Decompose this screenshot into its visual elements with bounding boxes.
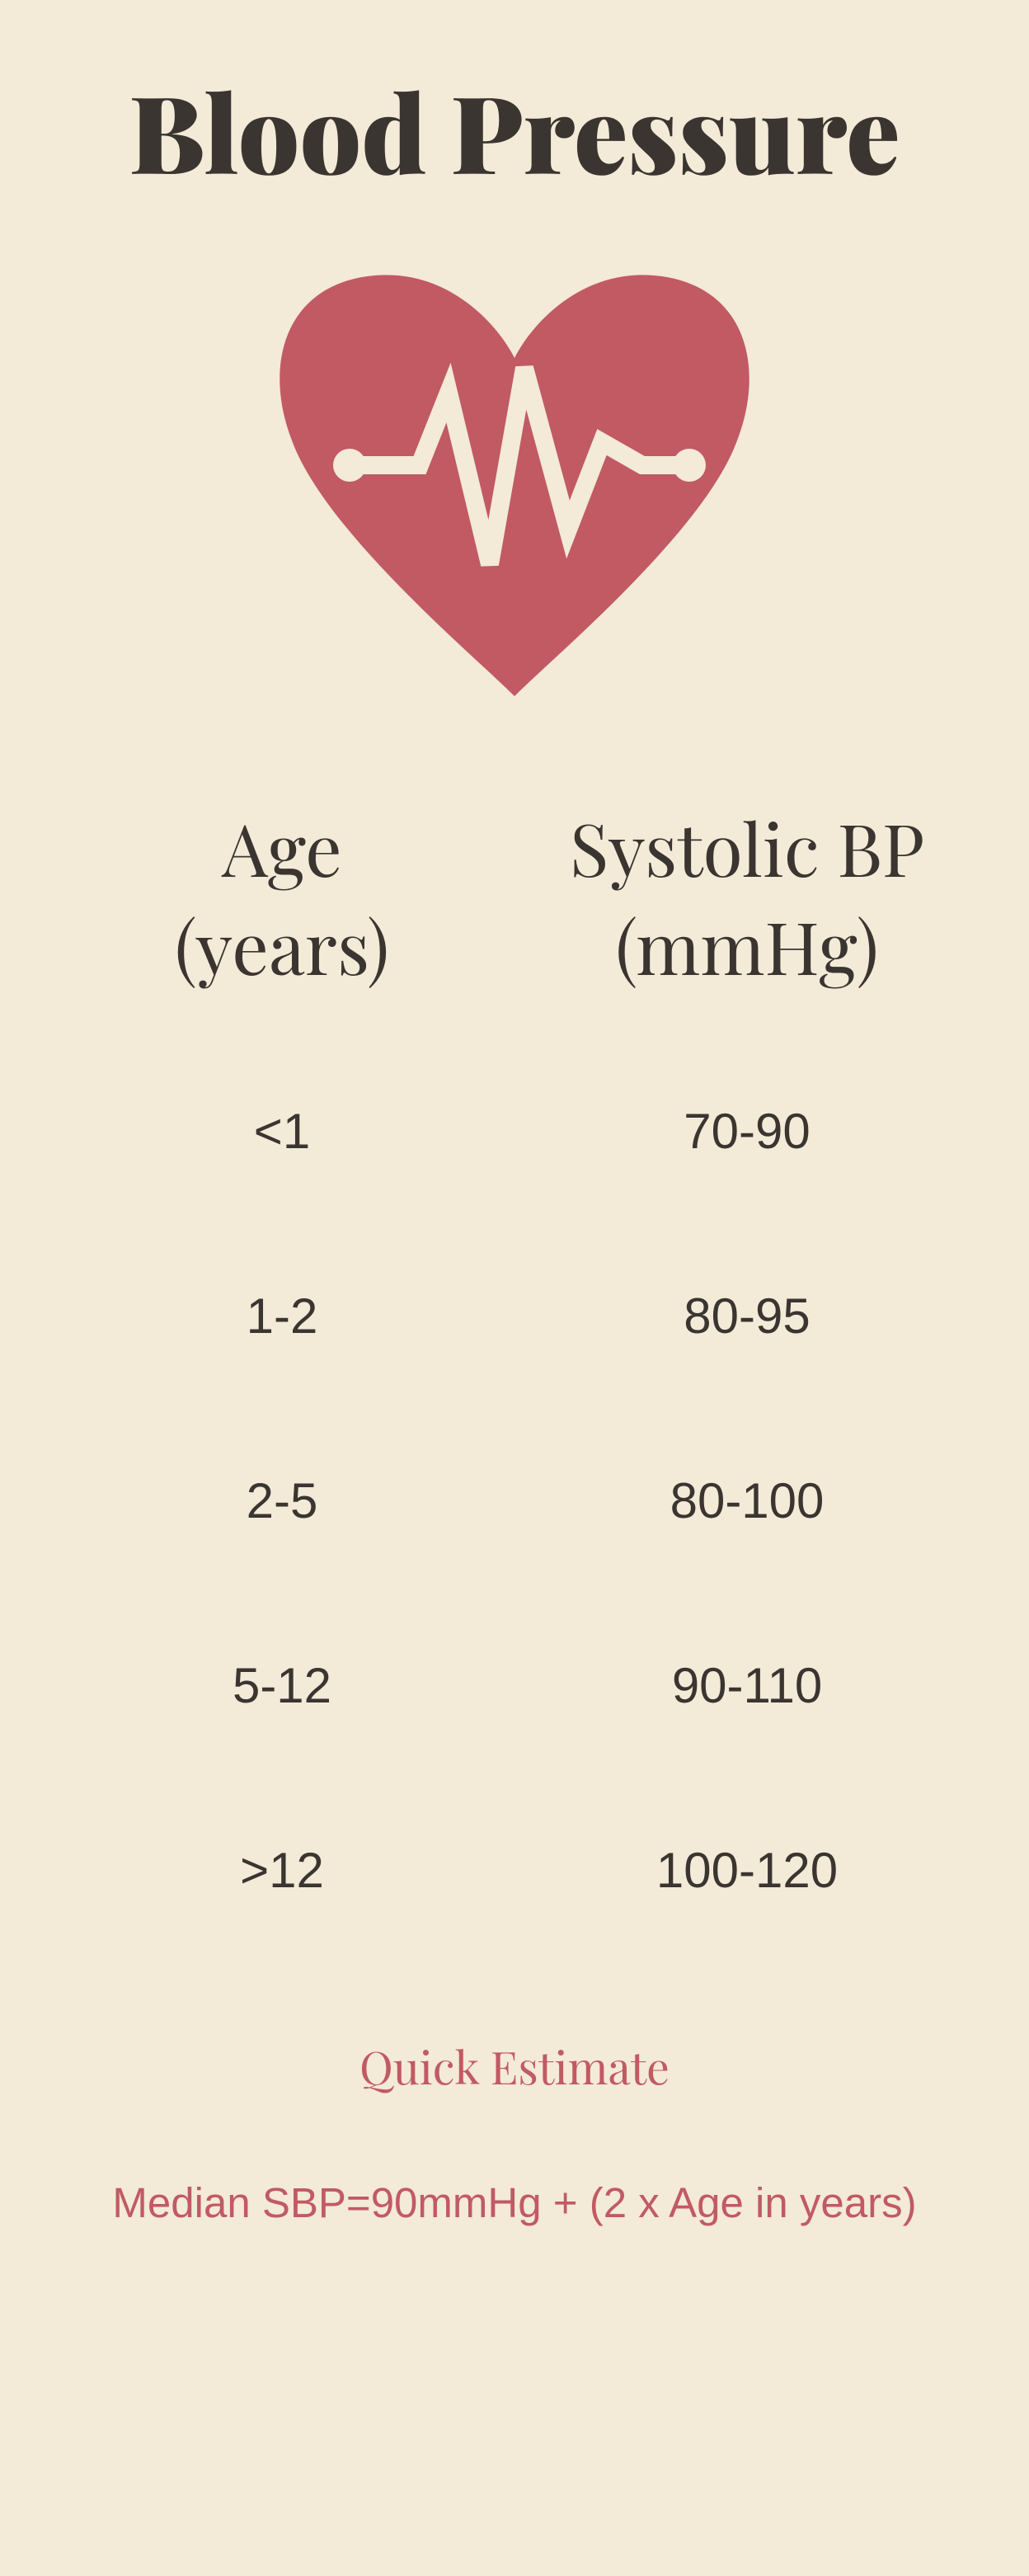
age-cell: >12: [49, 1842, 514, 1899]
bp-cell: 80-95: [514, 1288, 980, 1345]
bp-cell: 80-100: [514, 1472, 980, 1529]
column-header-bp: Systolic BP(mmHg): [514, 799, 980, 996]
table-row: 2-5 80-100: [49, 1472, 980, 1529]
bp-cell: 90-110: [514, 1657, 980, 1714]
column-header-age: Age(years): [49, 799, 514, 996]
bp-cell: 100-120: [514, 1842, 980, 1899]
quick-estimate-label: Quick Estimate: [359, 2035, 670, 2096]
heart-ekg-icon: [242, 251, 787, 717]
formula-text: Median SBP=90mmHg + (2 x Age in years): [63, 2178, 966, 2227]
age-cell: <1: [49, 1103, 514, 1160]
table-row: <1 70-90: [49, 1103, 980, 1160]
table-header-row: Age(years) Systolic BP(mmHg): [49, 799, 980, 996]
table-row: 5-12 90-110: [49, 1657, 980, 1714]
table-row: >12 100-120: [49, 1842, 980, 1899]
age-cell: 2-5: [49, 1472, 514, 1529]
bp-table: Age(years) Systolic BP(mmHg) <1 70-90 1-…: [0, 799, 1029, 2027]
bp-cell: 70-90: [514, 1103, 980, 1160]
page-title: Blood Pressure: [129, 58, 900, 201]
age-cell: 5-12: [49, 1657, 514, 1714]
table-row: 1-2 80-95: [49, 1288, 980, 1345]
age-cell: 1-2: [49, 1288, 514, 1345]
